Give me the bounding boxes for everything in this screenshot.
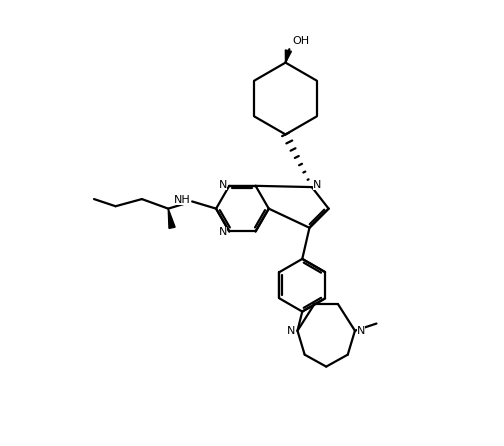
Text: N: N <box>219 180 227 190</box>
Text: OH: OH <box>293 36 310 46</box>
Text: NH: NH <box>174 194 191 205</box>
Text: N: N <box>219 227 227 237</box>
Text: N: N <box>357 326 365 336</box>
Polygon shape <box>168 209 175 228</box>
Text: N: N <box>287 326 295 336</box>
Text: N: N <box>313 180 322 190</box>
Polygon shape <box>285 50 291 62</box>
